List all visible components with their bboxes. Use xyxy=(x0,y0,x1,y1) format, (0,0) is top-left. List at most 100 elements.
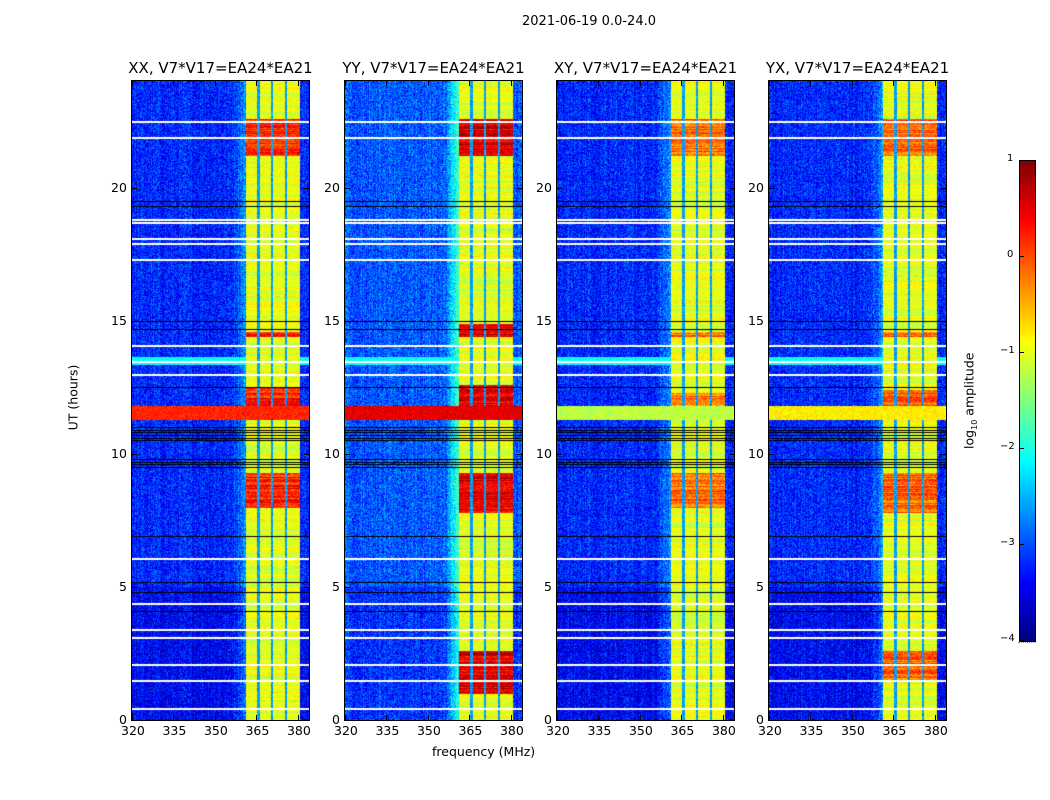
y-tick-label: 5 xyxy=(119,578,127,594)
x-tick xyxy=(810,715,812,720)
y-tick xyxy=(132,320,137,322)
colorbar-extension xyxy=(1018,642,1036,643)
y-tick xyxy=(345,320,350,322)
x-tick xyxy=(557,715,558,720)
y-tick-label: 0 xyxy=(332,712,340,727)
y-tick xyxy=(517,720,522,721)
x-tick xyxy=(297,81,299,86)
x-tick xyxy=(893,81,895,86)
x-tick xyxy=(214,715,216,720)
y-tick xyxy=(941,720,946,721)
panel-xy: XY, V7*V17=EA24*EA21 xyxy=(554,59,737,721)
y-tick-label: 5 xyxy=(332,578,340,594)
x-tick xyxy=(639,715,641,720)
y-tick xyxy=(769,187,774,189)
x-tick xyxy=(173,81,175,86)
x-tick xyxy=(256,81,258,86)
colorbar-tick xyxy=(1020,640,1024,641)
x-tick-label: 335 xyxy=(162,723,187,738)
x-tick xyxy=(851,715,853,720)
y-tick-label: 10 xyxy=(536,445,552,461)
y-tick-label: 20 xyxy=(324,179,340,195)
y-tick xyxy=(304,187,309,189)
x-tick-label: 365 xyxy=(882,723,907,738)
y-tick xyxy=(557,320,562,322)
x-tick xyxy=(934,715,936,720)
figure-title: 2021-06-19 0.0-24.0 xyxy=(522,14,656,29)
x-tick-label: 320 xyxy=(546,723,570,738)
x-tick xyxy=(427,715,429,720)
heatmap-xy xyxy=(557,81,734,720)
colorbar-tick-label: 1 xyxy=(1007,153,1014,164)
x-tick-label: 335 xyxy=(587,723,612,738)
y-tick xyxy=(517,187,522,189)
y-tick xyxy=(729,586,734,588)
y-tick-label: 15 xyxy=(324,312,340,328)
y-tick xyxy=(345,720,350,721)
y-tick xyxy=(769,586,774,588)
y-tick-label: 20 xyxy=(536,179,552,195)
x-tick-label: 365 xyxy=(458,723,483,738)
colorbar-tick xyxy=(1020,160,1024,161)
heatmap-yx xyxy=(769,81,946,720)
x-tick xyxy=(386,81,388,86)
colorbar-tick-label: −3 xyxy=(1000,537,1015,548)
x-tick xyxy=(810,81,812,86)
y-tick xyxy=(729,453,734,455)
y-tick-label: 10 xyxy=(324,445,340,461)
x-tick-label: 365 xyxy=(245,723,270,738)
y-tick xyxy=(132,586,137,588)
x-tick xyxy=(132,715,133,720)
x-tick xyxy=(598,81,600,86)
y-tick xyxy=(557,453,562,455)
colorbar-tick-label: −2 xyxy=(1000,441,1015,452)
x-tick-label: 320 xyxy=(334,723,358,738)
x-tick xyxy=(851,81,853,86)
panel-title: XY, V7*V17=EA24*EA21 xyxy=(553,59,738,77)
x-tick-label: 380 xyxy=(499,723,524,738)
x-tick xyxy=(769,81,770,86)
x-tick-label: 350 xyxy=(840,723,865,738)
x-tick-label: 350 xyxy=(203,723,228,738)
y-tick-label: 5 xyxy=(756,578,764,594)
x-tick xyxy=(681,81,683,86)
panel-title: XX, V7*V17=EA24*EA21 xyxy=(128,59,313,77)
x-tick xyxy=(427,81,429,86)
x-tick-label: 350 xyxy=(416,723,441,738)
x-tick xyxy=(893,715,895,720)
x-tick xyxy=(345,81,346,86)
y-tick-label: 15 xyxy=(536,312,552,328)
x-tick xyxy=(510,715,512,720)
y-tick-label: 10 xyxy=(111,445,127,461)
colorbar-tick-label: 0 xyxy=(1007,249,1014,260)
x-tick xyxy=(510,81,512,86)
y-tick xyxy=(132,187,137,189)
y-tick-label: 15 xyxy=(111,312,127,328)
y-tick-label: 20 xyxy=(748,179,764,195)
x-tick xyxy=(132,81,133,86)
y-tick xyxy=(132,720,137,721)
y-tick xyxy=(557,586,562,588)
y-tick xyxy=(941,320,946,322)
y-tick-label: 20 xyxy=(111,179,127,195)
y-tick xyxy=(517,453,522,455)
colorbar-label: log10 amplitude xyxy=(961,352,979,449)
x-tick-label: 335 xyxy=(375,723,400,738)
colorbar xyxy=(1019,160,1036,642)
y-tick xyxy=(304,453,309,455)
y-tick xyxy=(769,720,774,721)
colorbar-tick-label: −4 xyxy=(1000,633,1015,644)
y-tick xyxy=(304,720,309,721)
y-tick xyxy=(304,320,309,322)
x-tick xyxy=(722,81,724,86)
x-tick xyxy=(214,81,216,86)
x-tick xyxy=(345,715,346,720)
panel-xx: XX, V7*V17=EA24*EA21 xyxy=(128,59,313,721)
y-axis-label: UT (hours) xyxy=(65,364,81,431)
y-tick xyxy=(517,320,522,322)
y-tick xyxy=(557,187,562,189)
y-tick xyxy=(729,720,734,721)
y-tick xyxy=(304,586,309,588)
y-tick-label: 5 xyxy=(544,578,552,594)
